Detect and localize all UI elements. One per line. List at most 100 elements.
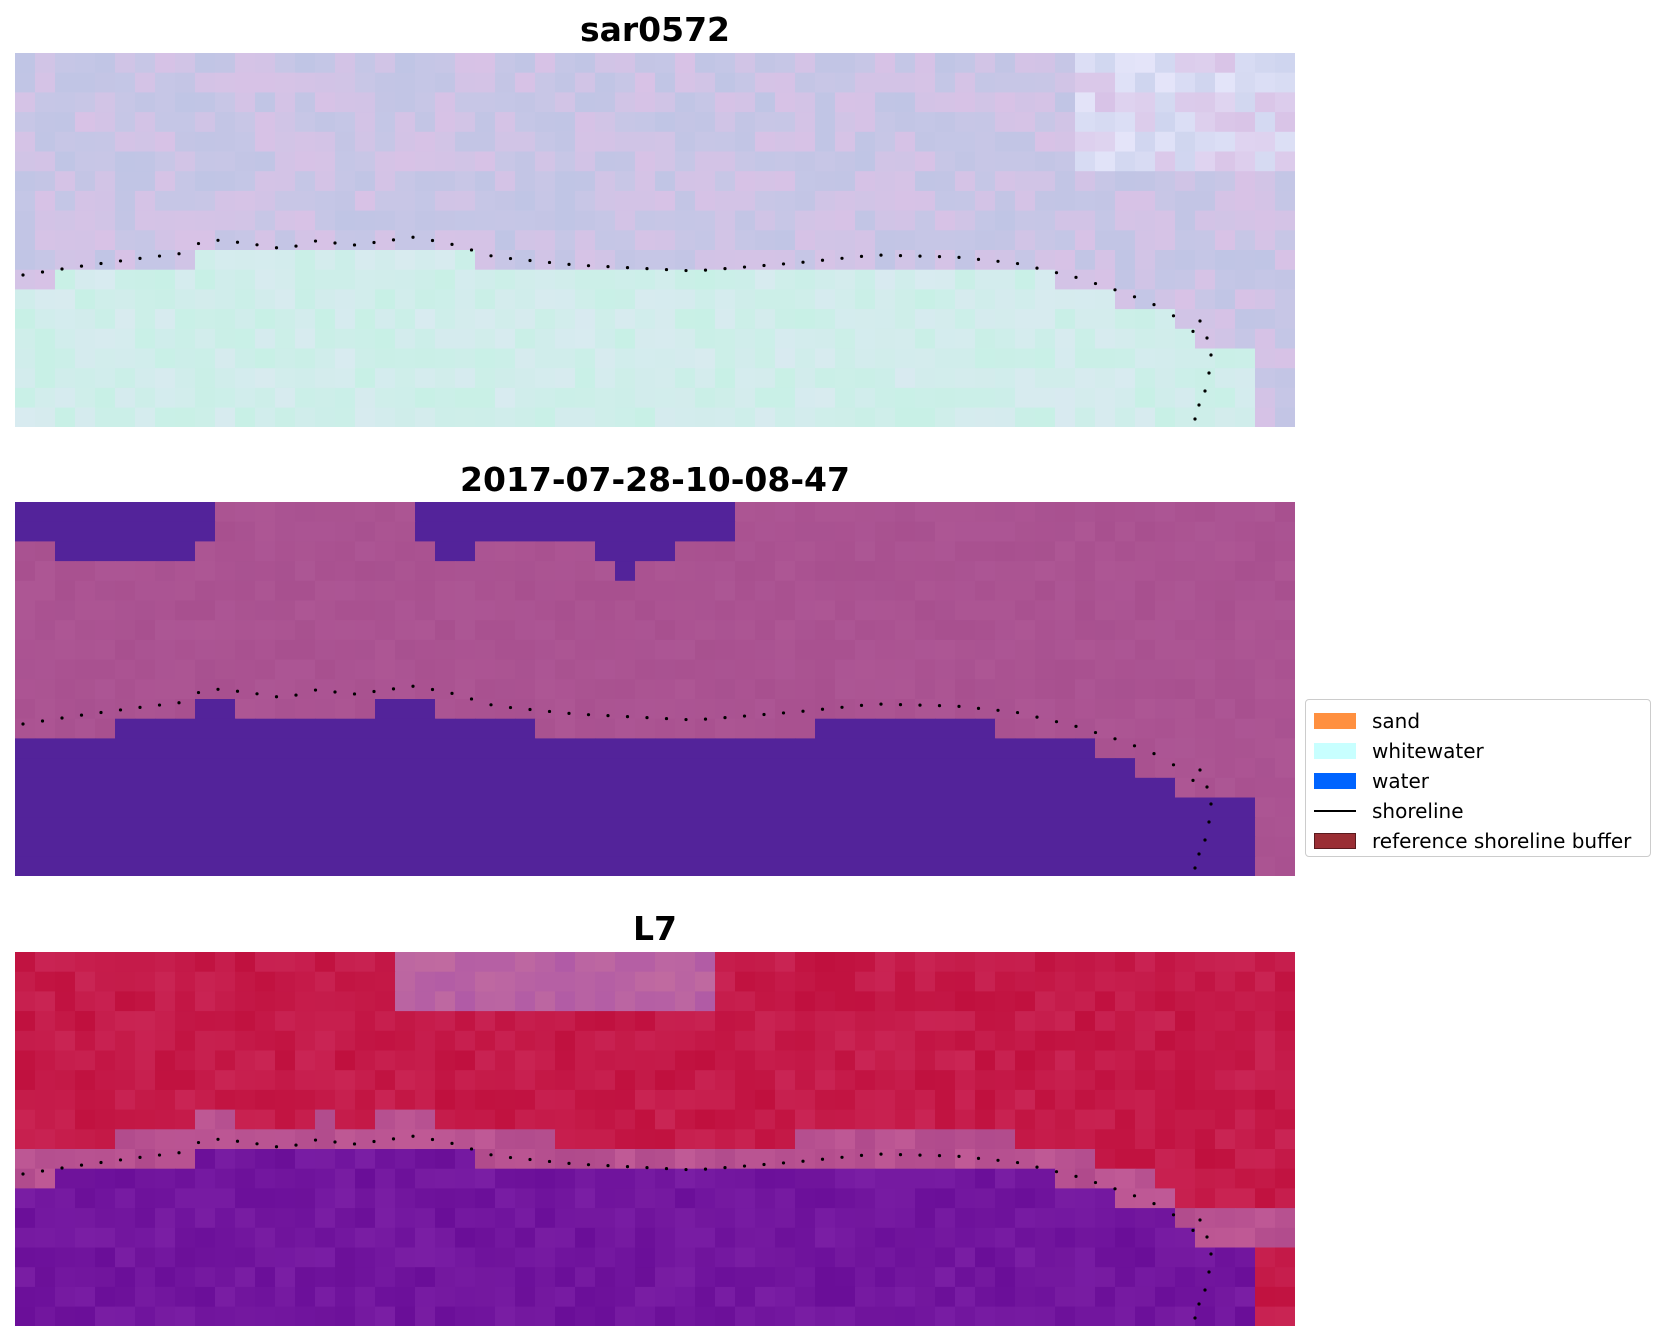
pixel-cell [1115, 971, 1136, 992]
pixel-cell [975, 1188, 996, 1209]
pixel-cell [815, 521, 836, 542]
pixel-cell [235, 777, 256, 799]
pixel-cell [15, 1050, 36, 1071]
pixel-cell [935, 639, 956, 661]
pixel-cell [535, 679, 556, 700]
pixel-cell [295, 1149, 316, 1170]
pixel-cell [75, 269, 96, 290]
pixel-cell [435, 190, 456, 212]
pixel-cell [1275, 521, 1295, 542]
pixel-cell [1235, 1050, 1256, 1071]
pixel-cell [675, 269, 696, 290]
pixel-cell [1215, 1188, 1236, 1209]
pixel-cell [1255, 72, 1276, 93]
pixel-cell [475, 1050, 496, 1071]
pixel-cell [75, 1030, 96, 1052]
pixel-cell [595, 971, 616, 992]
pixel-cell [1035, 269, 1056, 290]
pixel-cell [1135, 1011, 1156, 1032]
pixel-cell [675, 1089, 696, 1111]
pixel-cell [295, 1030, 316, 1052]
pixel-cell [995, 521, 1016, 542]
pixel-cell [895, 1011, 916, 1032]
pixel-cell [1095, 289, 1116, 310]
pixel-cell [1135, 72, 1156, 93]
pixel-cell [315, 600, 336, 621]
pixel-cell [1115, 639, 1136, 661]
pixel-cell [715, 1070, 736, 1091]
pixel-cell [1255, 797, 1276, 818]
pixel-cell [1195, 561, 1216, 582]
shoreline-point [742, 1164, 747, 1168]
pixel-cell [555, 1168, 576, 1189]
pixel-cell [575, 368, 596, 389]
pixel-cell [1135, 1188, 1156, 1209]
pixel-cell [895, 856, 916, 876]
pixel-cell [1255, 679, 1276, 700]
pixel-cell [235, 639, 256, 661]
pixel-cell [455, 502, 476, 523]
pixel-cell [835, 620, 856, 641]
pixel-cell [415, 230, 436, 251]
pixel-cell [795, 679, 816, 700]
pixel-cell [355, 1070, 376, 1091]
pixel-cell [775, 368, 796, 389]
pixel-cell [235, 1070, 256, 1091]
pixel-cell [95, 1149, 116, 1170]
shoreline-point [1132, 744, 1137, 748]
pixel-cell [1035, 131, 1056, 153]
pixel-cell [675, 561, 696, 582]
pixel-cell [235, 620, 256, 641]
pixel-cell [675, 758, 696, 779]
pixel-cell [895, 738, 916, 759]
pixel-cell [1015, 348, 1036, 369]
pixel-cell [1195, 309, 1216, 330]
pixel-cell [1235, 521, 1256, 542]
pixel-cell [1115, 368, 1136, 389]
pixel-cell [475, 190, 496, 212]
pixel-cell [75, 72, 96, 93]
pixel-cell [575, 952, 596, 973]
pixel-cell [495, 797, 516, 818]
pixel-cell [15, 991, 36, 1012]
pixel-cell [395, 1306, 416, 1326]
pixel-cell [1215, 817, 1236, 838]
pixel-cell [795, 580, 816, 602]
pixel-cell [455, 817, 476, 838]
pixel-cell [595, 72, 616, 93]
pixel-cell [215, 797, 236, 818]
pixel-cell [675, 1227, 696, 1249]
pixel-cell [1035, 1227, 1056, 1249]
pixel-cell [855, 718, 876, 739]
pixel-cell [75, 971, 96, 992]
pixel-cell [875, 1011, 896, 1032]
pixel-cell [475, 171, 496, 192]
pixel-cell [415, 856, 436, 876]
pixel-cell [355, 777, 376, 799]
pixel-cell [1215, 580, 1236, 602]
pixel-cell [1275, 639, 1295, 661]
pixel-cell [1255, 309, 1276, 330]
shoreline-point [528, 707, 532, 712]
pixel-cell [975, 971, 996, 992]
pixel-cell [455, 1109, 476, 1130]
pixel-cell [1095, 856, 1116, 876]
shoreline-point [391, 687, 396, 691]
shoreline-point [1152, 1202, 1156, 1206]
pixel-cell [875, 1188, 896, 1209]
pixel-cell [515, 971, 536, 992]
pixel-cell [355, 309, 376, 330]
pixel-cell [815, 151, 836, 172]
pixel-cell [1075, 328, 1096, 350]
pixel-cell [1015, 817, 1036, 838]
pixel-cell [95, 1247, 116, 1268]
pixel-cell [535, 856, 556, 876]
pixel-cell [55, 561, 76, 582]
pixel-cell [1075, 1129, 1096, 1150]
pixel-cell [855, 1129, 876, 1150]
pixel-cell [755, 991, 776, 1012]
pixel-cell [1255, 1306, 1276, 1326]
pixel-cell [415, 407, 436, 427]
pixel-cell [1175, 991, 1196, 1012]
pixel-cell [55, 309, 76, 330]
